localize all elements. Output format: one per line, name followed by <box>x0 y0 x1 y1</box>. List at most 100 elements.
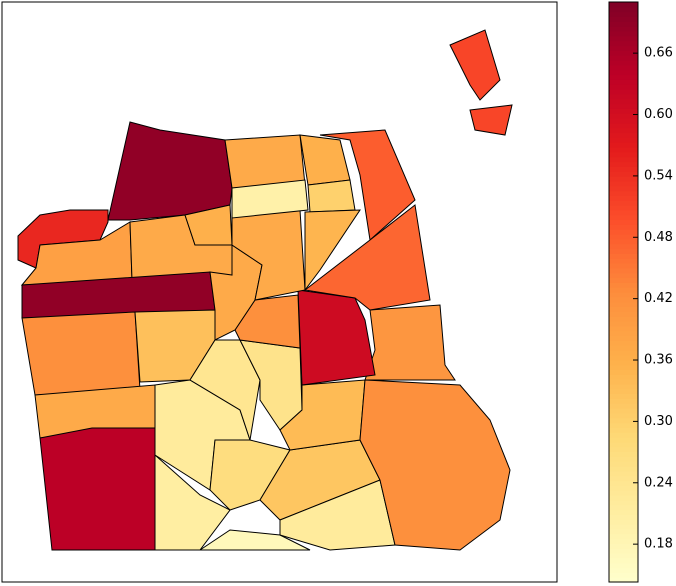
map <box>17 29 513 551</box>
region <box>449 29 501 101</box>
colorbar-swatch <box>609 40 638 47</box>
colorbar-swatch <box>609 364 638 370</box>
colorbar-swatch <box>609 543 638 549</box>
colorbar-swatch <box>609 567 638 573</box>
colorbar-swatch <box>609 379 638 385</box>
region <box>359 379 511 551</box>
colorbar-tick-label: 0.36 <box>644 353 673 368</box>
colorbar-swatch <box>609 31 638 37</box>
colorbar-swatch <box>609 533 638 540</box>
colorbar-swatch <box>609 113 638 119</box>
colorbar-swatch <box>609 470 638 477</box>
colorbar-swatch <box>609 393 638 399</box>
colorbar-swatch <box>609 485 638 491</box>
region <box>231 179 309 219</box>
colorbar-swatch <box>609 456 638 462</box>
colorbar-swatch <box>609 277 638 283</box>
colorbar-tick-label: 0.24 <box>644 475 673 490</box>
colorbar-swatch <box>609 93 638 100</box>
colorbar-swatch <box>609 572 638 578</box>
colorbar-swatch <box>609 475 638 482</box>
colorbar-swatch <box>609 359 638 366</box>
colorbar-swatch <box>609 524 638 530</box>
colorbar-swatch <box>609 557 638 564</box>
colorbar-swatch <box>609 263 638 269</box>
colorbar-swatch <box>609 509 638 515</box>
colorbar-swatch <box>609 200 638 206</box>
colorbar-swatch <box>609 219 638 225</box>
colorbar-swatch <box>609 437 638 443</box>
colorbar-swatch <box>609 214 638 221</box>
colorbar-swatch <box>609 238 638 245</box>
colorbar-swatch <box>609 142 638 148</box>
colorbar-swatch <box>609 55 638 61</box>
colorbar-swatch <box>609 16 638 22</box>
colorbar-swatch <box>609 287 638 293</box>
region <box>224 134 306 189</box>
colorbar-swatch <box>609 562 638 569</box>
colorbar-swatch <box>609 267 638 274</box>
region <box>304 209 361 292</box>
colorbar-swatch <box>609 147 638 153</box>
colorbar-swatch <box>609 108 638 114</box>
colorbar-swatch <box>609 490 638 496</box>
region <box>154 453 231 551</box>
colorbar-swatch <box>609 412 638 419</box>
colorbar-swatch <box>609 45 638 51</box>
colorbar-swatch <box>609 171 638 177</box>
colorbar-tick-label: 0.18 <box>644 537 673 552</box>
colorbar-swatch <box>609 311 638 317</box>
colorbar-swatch <box>609 166 638 172</box>
colorbar-swatch <box>609 151 638 158</box>
colorbar-tick-label: 0.42 <box>644 291 673 306</box>
colorbar-swatch <box>609 127 638 134</box>
colorbar-tick-label: 0.60 <box>644 107 673 122</box>
colorbar-swatch <box>609 383 638 390</box>
colorbar-tick-label: 0.54 <box>644 168 673 183</box>
colorbar-swatch <box>609 98 638 105</box>
region <box>184 204 233 246</box>
colorbar-swatch <box>609 451 638 457</box>
region <box>21 311 141 396</box>
colorbar-swatch <box>609 354 638 361</box>
colorbar-swatch <box>609 84 638 90</box>
colorbar-swatch <box>609 480 638 486</box>
colorbar-swatch <box>609 538 638 544</box>
colorbar-swatch <box>609 137 638 143</box>
colorbar-tick-label: 0.30 <box>644 414 673 429</box>
colorbar-swatch <box>609 422 638 428</box>
region <box>307 179 356 213</box>
colorbar-swatch <box>609 50 638 56</box>
colorbar-swatch <box>609 122 638 129</box>
colorbar-swatch <box>609 427 638 433</box>
colorbar-swatch <box>609 330 638 337</box>
colorbar-swatch <box>609 446 638 453</box>
colorbar-swatch <box>609 89 638 95</box>
colorbar-swatch <box>609 553 638 559</box>
colorbar-swatch <box>609 79 638 85</box>
colorbar-swatch <box>609 577 638 583</box>
colorbar-swatch <box>609 417 638 424</box>
colorbar-swatch <box>609 258 638 264</box>
colorbar-swatch <box>609 528 638 535</box>
colorbar-tick-label: 0.48 <box>644 230 673 245</box>
colorbar-swatch <box>609 190 638 196</box>
colorbar-swatch <box>609 272 638 279</box>
colorbar-swatch <box>609 466 638 472</box>
colorbar-swatch <box>609 248 638 254</box>
colorbar-swatch <box>609 205 638 211</box>
colorbar-swatch <box>609 234 638 240</box>
colorbar-swatch <box>609 306 638 312</box>
colorbar-swatch <box>609 369 638 375</box>
region <box>469 104 513 136</box>
colorbar-swatch <box>609 253 638 259</box>
colorbar-swatch <box>609 296 638 303</box>
colorbar-swatch <box>609 156 638 163</box>
colorbar-swatch <box>609 345 638 351</box>
colorbar-swatch <box>609 504 638 511</box>
colorbar-swatch <box>609 432 638 438</box>
colorbar-swatch <box>609 132 638 138</box>
colorbar-swatch <box>609 282 638 288</box>
colorbar-swatch <box>609 35 638 42</box>
